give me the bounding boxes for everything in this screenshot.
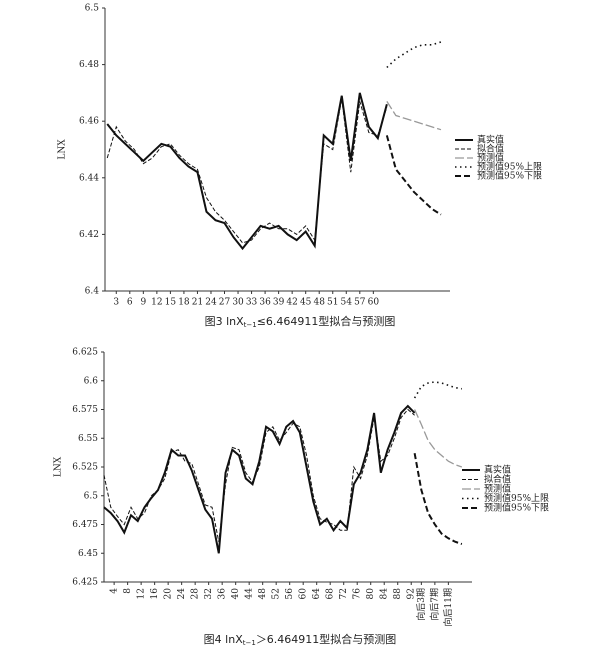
caption-main: 图4 lnX bbox=[204, 633, 244, 646]
legend-label: 预测值95%上限 bbox=[477, 161, 542, 173]
series-line bbox=[386, 41, 442, 69]
x-tick-label: 28 bbox=[191, 588, 201, 600]
series-line bbox=[103, 404, 416, 554]
x-tick-label: 48 bbox=[313, 298, 325, 308]
x-tick-label: 60 bbox=[368, 298, 380, 308]
x-tick-label: 24 bbox=[205, 298, 217, 308]
y-tick-label: 6.4 bbox=[85, 287, 100, 297]
series-line bbox=[103, 408, 415, 542]
caption: 图4 lnXt−1＞6.464911型拟合与预测图 bbox=[204, 632, 397, 647]
x-tick-label: 8 bbox=[123, 588, 133, 594]
x-tick-label: 92 bbox=[407, 588, 417, 599]
series-line bbox=[106, 98, 388, 244]
caption-sub: t−1 bbox=[243, 639, 256, 647]
x-tick-label: 56 bbox=[285, 588, 295, 600]
x-tick-label: 向后3期 bbox=[415, 588, 427, 621]
y-tick-label: 6.425 bbox=[72, 578, 98, 588]
x-tick-label: 36 bbox=[259, 298, 271, 308]
series-line bbox=[386, 101, 442, 131]
y-tick-label: 6.55 bbox=[78, 434, 98, 444]
x-tick-label: 36 bbox=[218, 588, 228, 600]
y-tick-label: 6.42 bbox=[79, 230, 99, 240]
legend-label: 预测值95%下限 bbox=[484, 502, 549, 514]
y-tick-label: 6.575 bbox=[72, 405, 98, 415]
x-tick-label: 44 bbox=[245, 588, 255, 600]
legend-label: 预测值95%上限 bbox=[484, 492, 549, 504]
x-tick-label: 64 bbox=[312, 588, 322, 600]
series-line bbox=[385, 135, 442, 216]
y-tick-label: 6.5 bbox=[84, 491, 99, 501]
x-tick-label: 4 bbox=[110, 588, 120, 594]
legend-label: 拟合值 bbox=[484, 473, 511, 485]
x-tick-label: 24 bbox=[177, 588, 187, 600]
legend-label: 拟合值 bbox=[477, 143, 504, 155]
caption-rest: ≤6.464911型拟合与预测图 bbox=[257, 314, 396, 328]
x-tick-label: 30 bbox=[232, 298, 244, 308]
y-axis-label: LNX bbox=[54, 456, 64, 477]
x-tick-label: 21 bbox=[192, 298, 203, 308]
series-line bbox=[414, 409, 463, 468]
x-tick-label: 3 bbox=[113, 298, 119, 308]
x-tick-label: 48 bbox=[258, 588, 268, 600]
x-tick-label: 42 bbox=[286, 298, 297, 308]
y-axis-label: LNX bbox=[58, 139, 68, 160]
x-tick-label: 20 bbox=[164, 588, 174, 600]
y-tick-label: 6.525 bbox=[72, 463, 98, 473]
caption-main: 图3 lnX bbox=[205, 315, 245, 328]
y-tick-label: 6.46 bbox=[79, 117, 99, 127]
x-tick-label: 84 bbox=[380, 588, 390, 600]
series-line bbox=[413, 381, 463, 399]
y-tick-label: 6.625 bbox=[72, 348, 98, 358]
x-tick-label: 60 bbox=[299, 588, 309, 600]
y-tick-label: 6.48 bbox=[79, 60, 99, 70]
caption: 图3 lnXt−1≤6.464911型拟合与预测图 bbox=[205, 314, 396, 329]
y-tick-label: 6.6 bbox=[84, 376, 99, 386]
series-line bbox=[413, 453, 463, 545]
x-tick-label: 12 bbox=[137, 588, 147, 599]
y-tick-label: 6.5 bbox=[85, 4, 100, 14]
x-tick-label: 27 bbox=[219, 298, 231, 308]
x-tick-label: 72 bbox=[339, 588, 349, 599]
x-tick-label: 57 bbox=[354, 298, 366, 308]
legend-label: 预测值 bbox=[477, 152, 504, 164]
x-tick-label: 16 bbox=[150, 588, 160, 600]
legend-label: 真实值 bbox=[484, 464, 511, 476]
x-tick-label: 80 bbox=[366, 588, 376, 600]
x-tick-label: 68 bbox=[326, 588, 336, 600]
x-tick-label: 15 bbox=[165, 298, 177, 308]
legend-label: 真实值 bbox=[477, 134, 504, 146]
x-tick-label: 9 bbox=[140, 298, 146, 308]
x-tick-label: 32 bbox=[204, 588, 214, 599]
x-tick-label: 向后7期 bbox=[428, 588, 440, 621]
y-tick-label: 6.45 bbox=[78, 549, 98, 559]
x-tick-label: 6 bbox=[127, 298, 133, 308]
x-tick-label: 88 bbox=[393, 588, 403, 600]
caption-sub: t−1 bbox=[244, 321, 257, 329]
legend-label: 预测值95%下限 bbox=[477, 170, 542, 182]
x-tick-label: 33 bbox=[246, 298, 258, 308]
y-tick-label: 6.475 bbox=[72, 520, 98, 530]
legend-label: 预测值 bbox=[484, 483, 511, 495]
x-tick-label: 向后11期 bbox=[442, 588, 454, 626]
x-tick-label: 40 bbox=[231, 588, 241, 600]
caption-rest: ＞6.464911型拟合与预测图 bbox=[256, 632, 397, 646]
x-tick-label: 76 bbox=[353, 588, 363, 600]
x-tick-label: 54 bbox=[341, 298, 353, 308]
x-tick-label: 39 bbox=[273, 298, 285, 308]
series-line bbox=[106, 92, 388, 251]
y-tick-label: 6.44 bbox=[79, 173, 99, 183]
x-tick-label: 18 bbox=[178, 298, 190, 308]
x-tick-label: 45 bbox=[300, 298, 312, 308]
x-tick-label: 51 bbox=[327, 298, 338, 308]
x-tick-label: 12 bbox=[151, 298, 162, 308]
x-tick-label: 52 bbox=[272, 588, 282, 599]
